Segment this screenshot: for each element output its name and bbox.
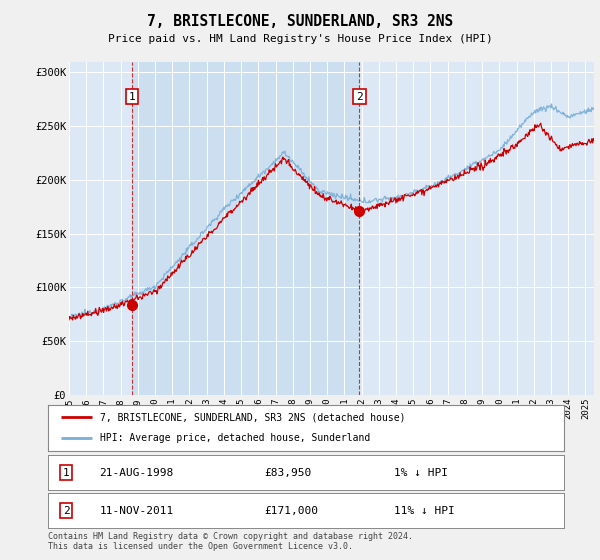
- Text: 7, BRISTLECONE, SUNDERLAND, SR3 2NS: 7, BRISTLECONE, SUNDERLAND, SR3 2NS: [147, 14, 453, 29]
- Text: 2: 2: [356, 92, 363, 101]
- Bar: [131, 62, 359, 395]
- Text: £171,000: £171,000: [265, 506, 319, 516]
- Text: £83,950: £83,950: [265, 468, 312, 478]
- Text: 21-AUG-1998: 21-AUG-1998: [100, 468, 174, 478]
- Text: Contains HM Land Registry data © Crown copyright and database right 2024.
This d: Contains HM Land Registry data © Crown c…: [48, 532, 413, 552]
- Text: HPI: Average price, detached house, Sunderland: HPI: Average price, detached house, Sund…: [100, 433, 370, 444]
- Text: 1% ↓ HPI: 1% ↓ HPI: [394, 468, 448, 478]
- Text: Price paid vs. HM Land Registry's House Price Index (HPI): Price paid vs. HM Land Registry's House …: [107, 34, 493, 44]
- Text: 7, BRISTLECONE, SUNDERLAND, SR3 2NS (detached house): 7, BRISTLECONE, SUNDERLAND, SR3 2NS (det…: [100, 412, 405, 422]
- Text: 11% ↓ HPI: 11% ↓ HPI: [394, 506, 454, 516]
- Text: 1: 1: [62, 468, 70, 478]
- Text: 1: 1: [128, 92, 135, 101]
- Text: 2: 2: [62, 506, 70, 516]
- Text: 11-NOV-2011: 11-NOV-2011: [100, 506, 174, 516]
